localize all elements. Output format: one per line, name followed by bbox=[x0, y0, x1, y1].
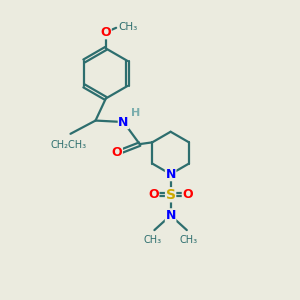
Text: N: N bbox=[165, 168, 176, 181]
Text: O: O bbox=[112, 146, 122, 159]
Text: O: O bbox=[100, 26, 111, 39]
Text: N: N bbox=[165, 209, 176, 222]
Text: N: N bbox=[118, 116, 129, 128]
Text: CH₃: CH₃ bbox=[179, 235, 197, 244]
Text: O: O bbox=[148, 188, 159, 201]
Text: CH₃: CH₃ bbox=[118, 22, 137, 32]
Text: CH₂CH₃: CH₂CH₃ bbox=[51, 140, 87, 150]
Text: S: S bbox=[166, 188, 176, 202]
Text: O: O bbox=[182, 188, 193, 201]
Text: H: H bbox=[131, 108, 140, 118]
Text: CH₃: CH₃ bbox=[144, 235, 162, 244]
